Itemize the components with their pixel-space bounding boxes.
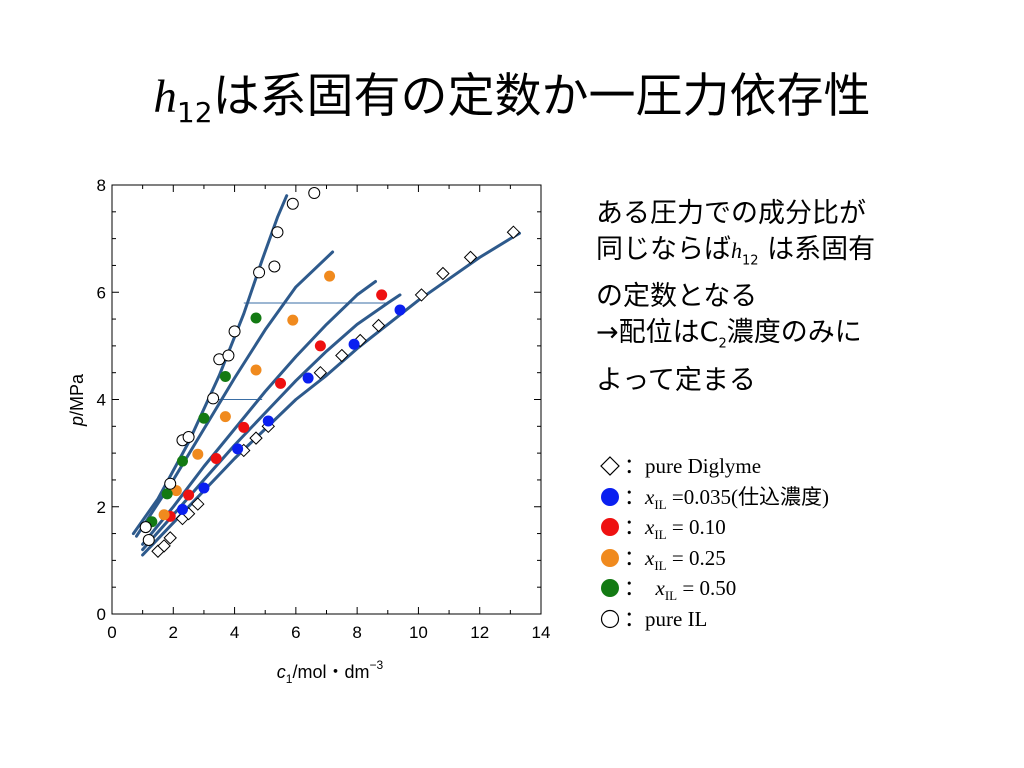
filled-circle-point [394,304,406,316]
filled-circle-point [314,340,326,352]
chart-legend: ：pure Diglyme ：xIL =0.035(仕込濃度) ：xIL = 0… [600,451,829,634]
open-circle-point [308,187,321,200]
x-tick-label: 0 [107,623,116,642]
filled-circle-point [250,312,262,324]
x-tick-label: 12 [470,623,489,642]
note-line-2: 同じならばh12 は系固有 [596,234,876,269]
legend-diamond-icon [600,456,620,477]
y-tick-label: 2 [97,498,106,517]
x-axis-label: c1/mol・dm−3 [277,658,384,686]
note-line-3: の定数となる [596,281,758,313]
diamond-point [371,318,386,333]
legend-orange-dot-icon [600,548,620,568]
filled-circle-point [348,338,360,350]
title-h-symbol: h [153,71,177,123]
filled-circle-point [238,421,250,433]
legend-red-dot-icon [600,517,620,537]
open-circle-point [139,521,152,534]
filled-circle-point [198,482,210,494]
fit-curves [131,194,521,557]
open-circle-point [207,392,220,405]
data-points [139,187,521,558]
x-tick-label: 10 [409,623,428,642]
diamond-point [436,266,450,281]
y-tick-label: 8 [97,176,106,195]
legend-item: ： xIL = 0.50 [600,573,829,604]
open-circle-point [164,477,177,490]
filled-circle-point [232,443,244,455]
note-line-1: ある圧力での成分比が [596,198,866,229]
legend-open-circle-icon [600,609,620,629]
slide-title: h12は系固有の定数か一圧力依存性 [0,62,1024,148]
legend-item: ：pure Diglyme [600,451,829,482]
open-circle-point [182,431,195,444]
diamond-point [191,497,205,511]
y-tick-label: 4 [97,391,106,410]
x-tick-label: 4 [230,623,239,642]
open-circle-point [253,266,266,279]
x-tick-label: 2 [169,623,178,642]
open-circle-point [268,260,281,273]
diamond-point [335,348,349,363]
y-axis-label: p/MPa [67,373,87,427]
filled-circle-point [176,455,188,467]
axis-ticks: 0 2 4 6 8 10 12 14 0 2 4 6 8 [97,176,551,642]
plot-frame [111,184,542,615]
filled-circle-point [275,377,287,389]
diamond-point [249,431,263,445]
filled-circle-point [183,489,195,501]
diamond-point [163,531,177,545]
legend-item: ：xIL = 0.25 [600,543,829,574]
filled-circle-point [376,289,388,301]
y-tick-label: 0 [97,605,106,624]
filled-circle-point [192,448,204,460]
filled-circle-point [302,372,314,384]
filled-circle-point [198,412,210,424]
x-tick-label: 14 [532,623,551,642]
diamond-point [313,365,328,380]
filled-circle-point [324,270,336,282]
title-h-subscript: 12 [176,96,213,129]
legend-item: ：xIL =0.035(仕込濃度) [600,482,829,513]
connector-lines [161,302,388,513]
filled-circle-point [219,370,231,382]
filled-circle-point [176,503,188,515]
open-circle-point [142,533,155,546]
filled-circle-point [161,488,173,500]
legend-blue-dot-icon [600,487,620,507]
filled-circle-point [219,411,231,423]
open-circle-point [228,325,241,338]
note-line-4: →配位はC2濃度のみに [596,317,862,352]
x-tick-label: 8 [352,623,361,642]
fit-curve [131,194,289,536]
diamond-point [506,225,521,239]
title-text: は系固有の定数か一圧力依存性 [212,69,871,124]
filled-circle-point [250,364,262,376]
x-tick-label: 6 [291,623,300,642]
diamond-point [414,288,429,302]
diamond-point [463,250,478,265]
filled-circle-point [158,509,170,521]
legend-item: ：xIL = 0.10 [600,512,829,543]
legend-green-dot-icon [600,578,620,598]
open-circle-point [286,197,299,210]
explanation-note: ある圧力での成分比が 同じならばh12 は系固有 の定数となる →配位はC2濃度… [596,196,936,399]
filled-circle-point [210,452,222,464]
open-circle-point [271,226,284,239]
open-circle-point [222,349,235,362]
note-line-5: よって定まる [596,364,756,396]
y-tick-label: 6 [97,283,106,302]
diamond-point [157,539,171,553]
filled-circle-point [287,314,299,326]
filled-circle-point [262,415,274,427]
legend-item: ：pure IL [600,604,829,635]
